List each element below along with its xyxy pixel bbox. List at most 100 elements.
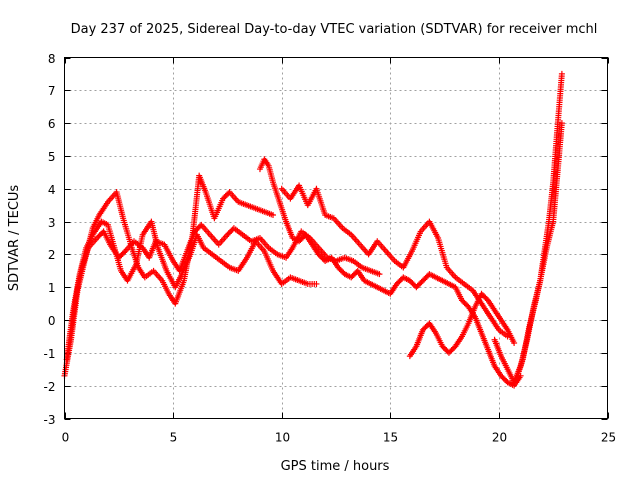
x-tick-label: 25 [601, 431, 616, 445]
data-point [313, 280, 320, 287]
data-point [95, 233, 102, 240]
y-axis-label: SDTVAR / TECUs [7, 185, 22, 292]
data-point [413, 284, 420, 291]
data-point [418, 278, 425, 285]
data-point [479, 292, 486, 299]
data-point [439, 343, 446, 350]
data-point [376, 271, 383, 278]
grid-lines [64, 57, 608, 419]
series-track-8 [491, 120, 565, 386]
data-point [318, 254, 325, 261]
data-point [228, 227, 235, 234]
data-point [299, 234, 306, 241]
data-point [415, 281, 422, 288]
data-point [350, 271, 357, 278]
data-point [422, 275, 429, 282]
data-point [316, 252, 323, 259]
data-point [443, 347, 450, 354]
x-tick-label: 20 [492, 431, 507, 445]
y-tick-label: 4 [48, 183, 56, 197]
y-tick-label: 6 [48, 117, 56, 131]
y-tick-label: 2 [48, 248, 56, 262]
y-tick-label: -2 [44, 380, 56, 394]
y-tick-label: 1 [48, 281, 56, 295]
series-track-3 [65, 221, 383, 350]
data-point [460, 298, 467, 305]
data-point [478, 290, 485, 297]
data-point [191, 228, 198, 235]
data-point [482, 294, 489, 301]
data-point [462, 301, 469, 308]
plot-frame [64, 57, 608, 419]
data-point [447, 348, 454, 355]
data-point [499, 374, 506, 381]
data-point [349, 273, 356, 280]
y-tick-label: 8 [48, 52, 56, 66]
data-point [414, 282, 421, 289]
y-tick-label: -3 [44, 413, 56, 427]
data-point [500, 375, 507, 382]
series-track-4 [256, 156, 524, 389]
y-tick-label: 5 [48, 150, 56, 164]
data-point [315, 251, 322, 258]
y-tick-label: 3 [48, 216, 56, 230]
data-point [194, 225, 201, 232]
data-point [406, 277, 413, 284]
data-point [223, 191, 230, 198]
x-tick-label: 10 [275, 431, 290, 445]
data-point [298, 235, 305, 242]
data-point [319, 255, 326, 262]
y-tick-label: -1 [44, 347, 56, 361]
data-point [337, 267, 344, 274]
data-point [348, 274, 355, 281]
data-point [501, 376, 508, 383]
chart-title: Day 237 of 2025, Sidereal Day-to-day VTE… [71, 22, 598, 37]
data-point [397, 277, 404, 284]
x-tick-label: 0 [62, 431, 70, 445]
data-point [296, 238, 303, 245]
data-point [442, 345, 449, 352]
data-point [419, 277, 426, 284]
data-point [511, 340, 518, 347]
data-point [220, 195, 227, 202]
x-axis-label: GPS time / hours [281, 459, 390, 474]
data-point [422, 324, 429, 331]
data-point [421, 276, 428, 283]
data-point [339, 268, 346, 275]
data-points [61, 70, 565, 389]
data-point [195, 224, 202, 231]
data-point [395, 279, 402, 286]
y-tick-label: 0 [48, 314, 56, 328]
data-point [421, 325, 428, 332]
data-point [461, 299, 468, 306]
data-point [115, 254, 122, 261]
data-point [558, 70, 565, 77]
data-point [117, 253, 124, 260]
data-point [221, 194, 228, 201]
data-point [449, 345, 456, 352]
data-point [335, 264, 342, 271]
data-point [419, 326, 426, 333]
data-point [409, 280, 416, 287]
x-tick-label: 5 [170, 431, 178, 445]
data-point [393, 280, 400, 287]
series-track-5 [278, 182, 511, 340]
data-point [297, 236, 304, 243]
data-point [270, 212, 277, 219]
data-point [225, 230, 232, 237]
data-point [423, 322, 430, 329]
data-point [445, 349, 452, 356]
data-point [481, 293, 488, 300]
data-point [396, 278, 403, 285]
data-point [410, 281, 417, 288]
axis-ticks: -3 -2 -1 0 1 2 3 4 5 6 7 8 0 5 10 15 20 25 [44, 52, 617, 445]
data-point [440, 344, 447, 351]
data-point [417, 280, 424, 287]
data-point [97, 231, 104, 238]
data-point [336, 265, 343, 272]
data-point [448, 347, 455, 354]
data-point [558, 120, 565, 127]
data-point [121, 249, 128, 256]
data-point [222, 192, 229, 199]
